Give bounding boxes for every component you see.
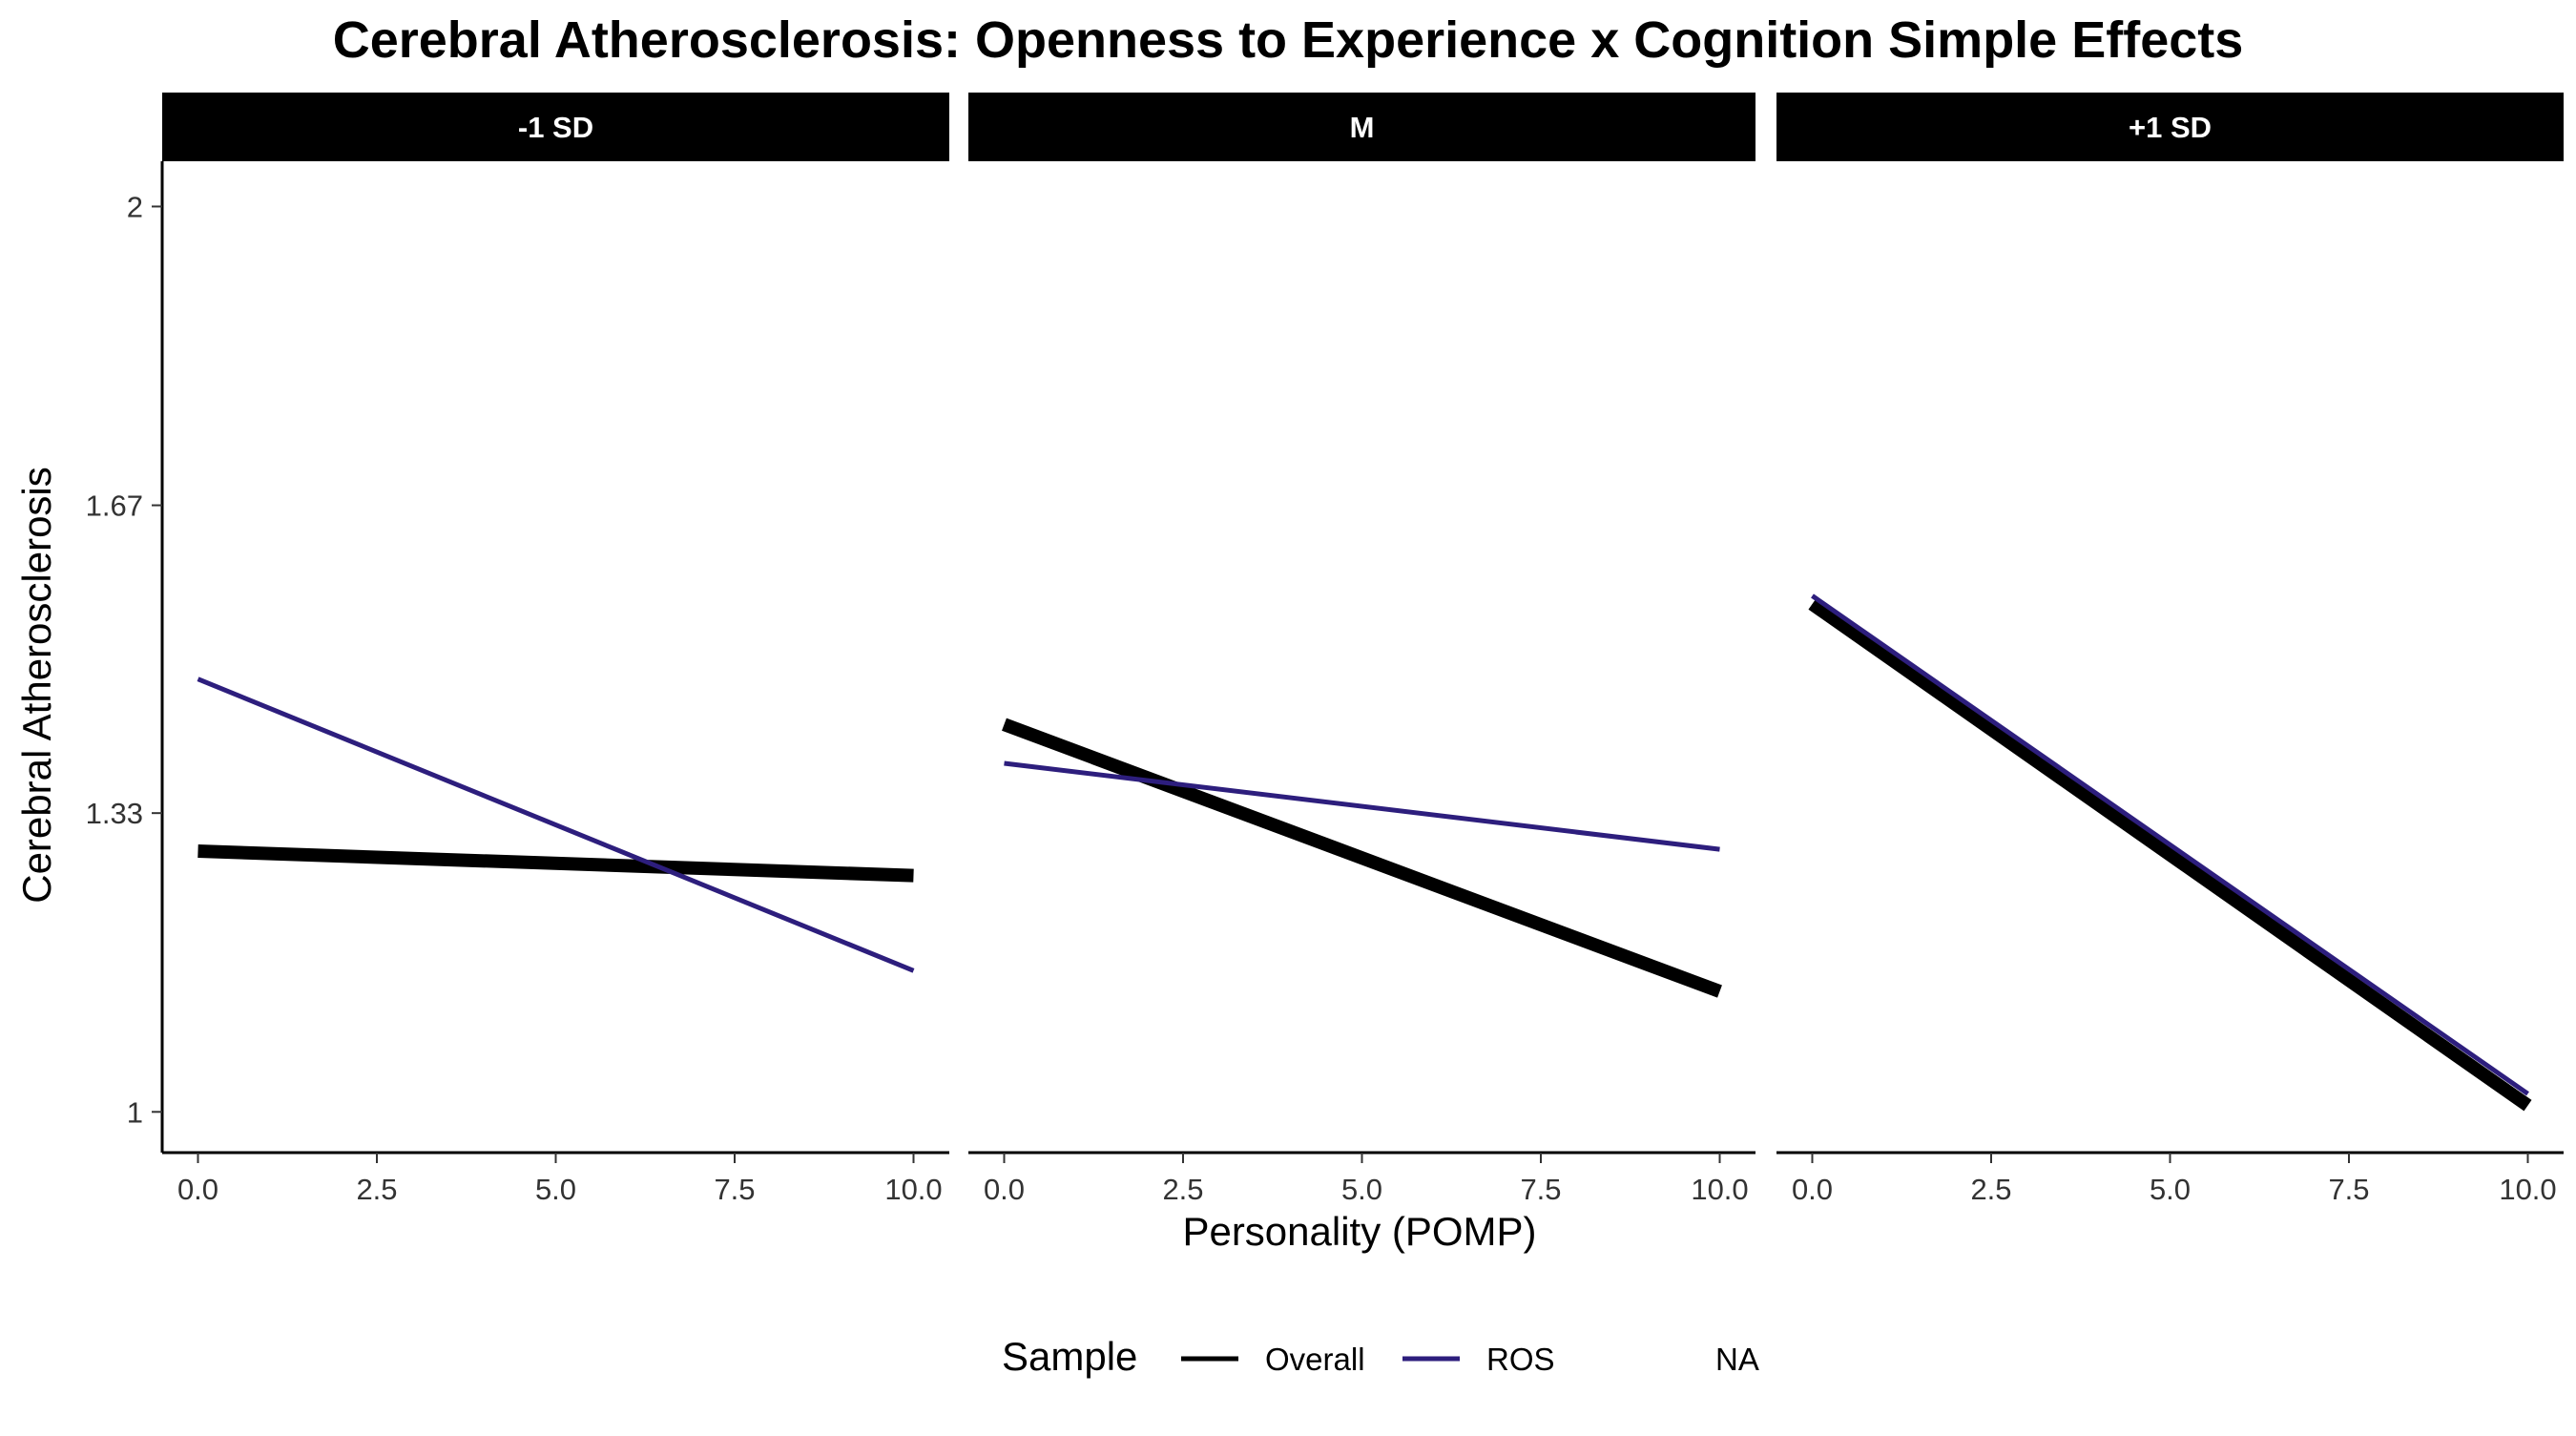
series-line-ros bbox=[1004, 760, 1720, 852]
panel-strip bbox=[162, 93, 949, 161]
panel-strip-label: M bbox=[1350, 111, 1375, 144]
panel-2: +1 SD 0.0 2.5 5.0 7.5 10.0 bbox=[1776, 93, 2564, 1206]
panel-0: -1 SD 0.0 2.5 5.0 7.5 10.0 1 1.33 1.67 2 bbox=[86, 93, 949, 1206]
x-tick-label: 7.5 bbox=[714, 1173, 755, 1206]
x-tick-label: 7.5 bbox=[1520, 1173, 1561, 1206]
series-line-overall bbox=[197, 844, 914, 883]
panel-strip bbox=[1776, 93, 2564, 161]
series-line-overall bbox=[1808, 598, 2532, 1112]
x-tick-label: 0.0 bbox=[984, 1173, 1025, 1206]
legend-title: Sample bbox=[1002, 1334, 1137, 1379]
y-tick-label: 1.33 bbox=[86, 797, 143, 830]
x-tick-label: 0.0 bbox=[1792, 1173, 1833, 1206]
panel-strip-label: -1 SD bbox=[518, 111, 593, 144]
x-tick-label: 10.0 bbox=[1691, 1173, 1748, 1206]
y-tick-label: 2 bbox=[127, 190, 143, 223]
legend-label-ros: ROS bbox=[1486, 1342, 1555, 1377]
chart-title: Cerebral Atherosclerosis: Openness to Ex… bbox=[333, 11, 2244, 69]
panels: -1 SD 0.0 2.5 5.0 7.5 10.0 1 1.33 1.67 2 M 0.0 2.5 5.… bbox=[86, 93, 2564, 1206]
series-line-ros bbox=[1811, 593, 2529, 1096]
x-tick-label: 5.0 bbox=[535, 1173, 576, 1206]
x-tick-label: 10.0 bbox=[884, 1173, 942, 1206]
x-tick-label: 2.5 bbox=[356, 1173, 397, 1206]
legend-entries: Overall ROS NA bbox=[1181, 1342, 1759, 1377]
panel-1: M 0.0 2.5 5.0 7.5 10.0 bbox=[968, 93, 1755, 1206]
x-tick-label: 5.0 bbox=[1341, 1173, 1382, 1206]
x-tick-label: 0.0 bbox=[177, 1173, 218, 1206]
y-tick-label: 1.67 bbox=[86, 489, 143, 523]
x-tick-label: 10.0 bbox=[2499, 1173, 2556, 1206]
x-tick-label: 7.5 bbox=[2328, 1173, 2369, 1206]
series-line-ros bbox=[197, 676, 915, 973]
legend-label-na: NA bbox=[1715, 1342, 1759, 1377]
x-axis-title: Personality (POMP) bbox=[1182, 1209, 1536, 1254]
panel-strip bbox=[968, 93, 1755, 161]
legend-label-overall: Overall bbox=[1265, 1342, 1365, 1377]
y-axis-title: Cerebral Atherosclerosis bbox=[14, 467, 59, 904]
x-tick-label: 5.0 bbox=[2150, 1173, 2191, 1206]
x-tick-label: 2.5 bbox=[1970, 1173, 2011, 1206]
y-tick-label: 1 bbox=[127, 1095, 143, 1129]
legend: Sample Overall ROS NA bbox=[1002, 1334, 1759, 1379]
panel-strip-label: +1 SD bbox=[2129, 111, 2212, 144]
x-tick-label: 2.5 bbox=[1162, 1173, 1203, 1206]
series-line-overall bbox=[1002, 718, 1722, 998]
